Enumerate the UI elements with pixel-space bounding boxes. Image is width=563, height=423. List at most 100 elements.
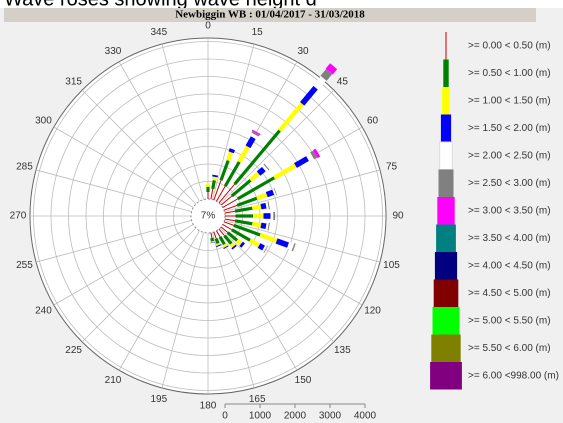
direction-label: 15 — [252, 27, 264, 38]
rose-segment — [260, 202, 267, 210]
rose-segment — [236, 196, 258, 207]
spoke — [161, 232, 204, 389]
legend-swatch — [443, 59, 449, 87]
direction-label: 210 — [105, 375, 122, 386]
direction-label: 270 — [10, 211, 27, 222]
rose-segment — [256, 166, 266, 176]
legend-label: >= 5.50 < 6.00 (m) — [468, 343, 551, 354]
direction-label: 285 — [16, 161, 33, 172]
rose-segment — [224, 210, 236, 214]
legend-label: >= 3.00 < 3.50 (m) — [468, 205, 551, 216]
rose-segment — [241, 242, 247, 249]
scale-label: 3000 — [319, 411, 342, 422]
direction-label: 75 — [386, 161, 398, 172]
direction-label: 135 — [334, 345, 351, 356]
direction-label: 300 — [35, 116, 52, 127]
rose-segment — [251, 129, 261, 136]
rose-segment — [223, 204, 238, 211]
direction-label: 60 — [367, 116, 379, 127]
rose-segment — [223, 161, 241, 187]
rose-segment — [263, 163, 270, 171]
rose-segment — [257, 243, 266, 251]
legend-label: >= 6.00 <998.00 (m) — [468, 370, 559, 381]
rose-segment — [211, 180, 216, 190]
legend-swatch — [434, 252, 458, 280]
direction-label: 225 — [65, 345, 82, 356]
rose-segment — [273, 163, 297, 180]
spoke — [53, 126, 194, 208]
rose-segment — [213, 180, 222, 201]
scale-label: 4000 — [354, 411, 377, 422]
spoke — [118, 230, 200, 371]
rose-segment — [265, 189, 275, 198]
legend-swatch — [439, 141, 453, 170]
spoke — [81, 227, 197, 343]
legend-swatch — [433, 279, 459, 307]
caption-strip — [0, 0, 563, 8]
scale-label: 1000 — [249, 411, 272, 422]
rose-segment — [218, 228, 225, 237]
legend-swatch — [437, 197, 455, 225]
title-bar — [4, 8, 536, 22]
rose-segment — [213, 231, 217, 239]
rose-segment — [219, 160, 230, 181]
rose-segment — [237, 176, 276, 201]
legend-label: >= 1.00 < 1.50 (m) — [468, 95, 551, 106]
rose-segment — [215, 242, 221, 246]
caption: Wave roses showing wave height d — [4, 0, 317, 10]
rose-segment — [220, 226, 229, 233]
calm-label: 7% — [201, 211, 216, 222]
rose-segment — [251, 204, 262, 211]
rose-segment — [261, 245, 268, 253]
rose-segment — [210, 188, 214, 200]
rose-segment — [218, 183, 236, 204]
rose-segment — [216, 230, 221, 238]
rose-segment — [286, 241, 295, 251]
legend-swatch — [430, 362, 462, 390]
rose-segment — [310, 150, 318, 160]
legend-label: >= 4.50 < 5.00 (m) — [468, 288, 551, 299]
rose-segment — [313, 76, 327, 90]
rose-segment — [248, 238, 261, 248]
rose-segment — [222, 224, 233, 231]
spoke — [35, 220, 192, 263]
legend-label: >= 5.00 < 5.50 (m) — [468, 315, 551, 326]
direction-label: 240 — [35, 306, 52, 317]
rose-segment — [259, 232, 278, 244]
scale-label: 2000 — [284, 411, 307, 422]
rose-segment — [212, 176, 218, 181]
scale-label: 0 — [222, 411, 228, 422]
legend-swatch — [432, 307, 460, 335]
direction-label: 345 — [150, 27, 167, 38]
legend-label: >= 2.00 < 2.50 (m) — [468, 150, 551, 161]
rose-segment — [320, 69, 333, 81]
rose-segment — [231, 228, 251, 242]
direction-label: 45 — [337, 76, 349, 87]
rose-segment — [305, 152, 314, 162]
direction-label: 255 — [16, 260, 33, 271]
rose-segment — [237, 145, 250, 163]
legend-swatch — [436, 224, 456, 252]
rose-segment — [251, 131, 260, 137]
rose-segment — [256, 192, 268, 201]
direction-label: 30 — [297, 46, 309, 57]
legend-swatch — [442, 87, 450, 115]
spoke — [81, 89, 197, 205]
rose-segment — [233, 129, 281, 186]
rose-segment — [214, 238, 220, 245]
direction-label: 165 — [249, 394, 266, 405]
legend-label: >= 0.50 < 1.00 (m) — [468, 68, 551, 79]
direction-label: 330 — [105, 46, 122, 57]
direction-label: 0 — [205, 21, 211, 32]
rose-segment — [230, 179, 252, 198]
direction-label: 90 — [392, 211, 404, 222]
rose-segment — [223, 234, 233, 245]
rose-segment — [325, 63, 338, 75]
rose-segment — [226, 231, 239, 242]
rose-segment — [234, 206, 253, 213]
rose-segment — [218, 235, 226, 246]
rose-segment — [216, 185, 226, 202]
rose-segment — [222, 198, 239, 208]
legend-swatch — [431, 334, 461, 362]
